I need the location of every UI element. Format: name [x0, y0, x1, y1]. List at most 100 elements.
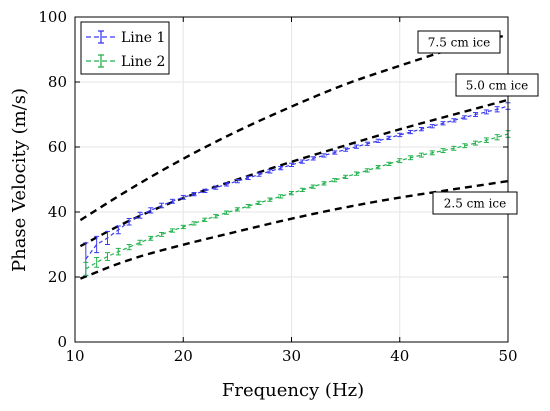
error-bar [353, 144, 359, 149]
x-tick-label: 30 [282, 347, 301, 365]
error-bar [353, 171, 359, 176]
error-bar [440, 121, 446, 126]
x-axis-title: Frequency (Hz) [222, 380, 364, 401]
series-1 [83, 102, 511, 276]
error-bar [289, 191, 294, 196]
y-tick-label: 60 [48, 138, 67, 156]
y-tick-label: 20 [48, 268, 67, 286]
error-bar [137, 211, 143, 219]
error-bar [278, 194, 284, 199]
error-bar [375, 165, 381, 170]
error-bar [224, 182, 230, 187]
error-bar [169, 228, 175, 233]
error-bar [462, 115, 468, 120]
error-bar [83, 261, 89, 276]
error-bar [256, 200, 262, 206]
annotation-7-5cm-label: 7.5 cm ice [428, 36, 490, 50]
error-bar [462, 143, 468, 149]
error-bar [256, 172, 262, 177]
error-bar [473, 112, 479, 117]
model-curve-0 [79, 33, 509, 222]
x-tick-label: 10 [65, 347, 84, 365]
error-bar [364, 141, 370, 146]
axis-ticks: 10 20 30 40 50 0 20 40 60 80 100 [38, 8, 517, 365]
legend-entry-line-2: Line 2 [86, 54, 165, 70]
error-bar [386, 161, 392, 167]
y-tick-label: 100 [38, 8, 67, 26]
error-bar [115, 225, 121, 235]
error-bar [397, 132, 403, 138]
x-tick-label: 40 [390, 347, 409, 365]
error-bar [299, 159, 305, 164]
annotation-7-5cm: 7.5 cm ice [417, 30, 501, 54]
legend: Line 1 Line 2 [80, 21, 170, 75]
legend-box [80, 21, 170, 75]
error-bar [451, 118, 457, 123]
error-bar [343, 147, 349, 152]
error-bar [310, 184, 316, 189]
error-bar [115, 247, 121, 256]
error-bar [94, 235, 100, 254]
model-curves [79, 33, 509, 280]
y-tick-label: 40 [48, 203, 67, 221]
error-bar [245, 204, 251, 209]
annotation-5-0cm-label: 5.0 cm ice [466, 79, 528, 93]
series-line-1 [85, 105, 509, 260]
error-bar [332, 178, 338, 183]
error-bar [202, 217, 208, 222]
y-axis-title: Phase Velocity (m/s) [9, 88, 30, 272]
error-bar [104, 252, 110, 261]
error-bar [310, 156, 316, 161]
series-2 [83, 130, 511, 276]
error-bar [278, 166, 284, 171]
data-series [83, 102, 511, 276]
error-bar [473, 140, 479, 146]
legend-label-line-2: Line 2 [121, 54, 165, 70]
error-bar [148, 207, 154, 214]
curve-annotations: 7.5 cm ice 5.0 cm ice 2.5 cm ice [417, 30, 539, 215]
error-bar [429, 124, 435, 129]
error-bar [191, 221, 197, 226]
error-bar [375, 138, 381, 143]
error-bar [159, 231, 165, 237]
error-bar [224, 210, 230, 215]
error-bar [137, 239, 143, 246]
error-bar [386, 135, 392, 141]
error-bar [202, 188, 208, 193]
annotation-2-5cm: 2.5 cm ice [432, 191, 518, 215]
error-bar [483, 137, 489, 143]
error-bar [191, 192, 197, 197]
x-tick-label: 50 [498, 347, 517, 365]
error-bar [148, 235, 154, 241]
error-bar [418, 127, 424, 132]
x-tick-label: 20 [174, 347, 193, 365]
y-tick-label: 0 [57, 333, 67, 351]
y-tick-label: 80 [48, 73, 67, 91]
error-bar [159, 202, 165, 209]
model-curve-2 [79, 179, 509, 280]
error-bar [245, 175, 251, 180]
error-bar [213, 214, 219, 219]
error-bar [267, 169, 273, 174]
legend-label-line-1: Line 1 [121, 30, 165, 46]
error-bar [126, 244, 132, 251]
error-bar [321, 181, 327, 186]
annotation-2-5cm-label: 2.5 cm ice [444, 197, 506, 211]
error-bar [397, 158, 403, 164]
annotation-5-0cm: 5.0 cm ice [455, 73, 539, 97]
error-bar [451, 145, 457, 151]
error-bar [494, 134, 500, 141]
error-bar [234, 207, 240, 212]
error-bar [104, 231, 110, 245]
error-bar [321, 153, 327, 158]
error-bar [299, 187, 305, 193]
error-bar [267, 197, 273, 202]
series-line-2 [85, 133, 509, 270]
error-bar [180, 194, 186, 200]
error-bar [289, 162, 294, 167]
error-bar [429, 150, 435, 156]
error-bar [483, 109, 489, 115]
error-bar [332, 150, 338, 155]
error-bar [418, 152, 424, 158]
